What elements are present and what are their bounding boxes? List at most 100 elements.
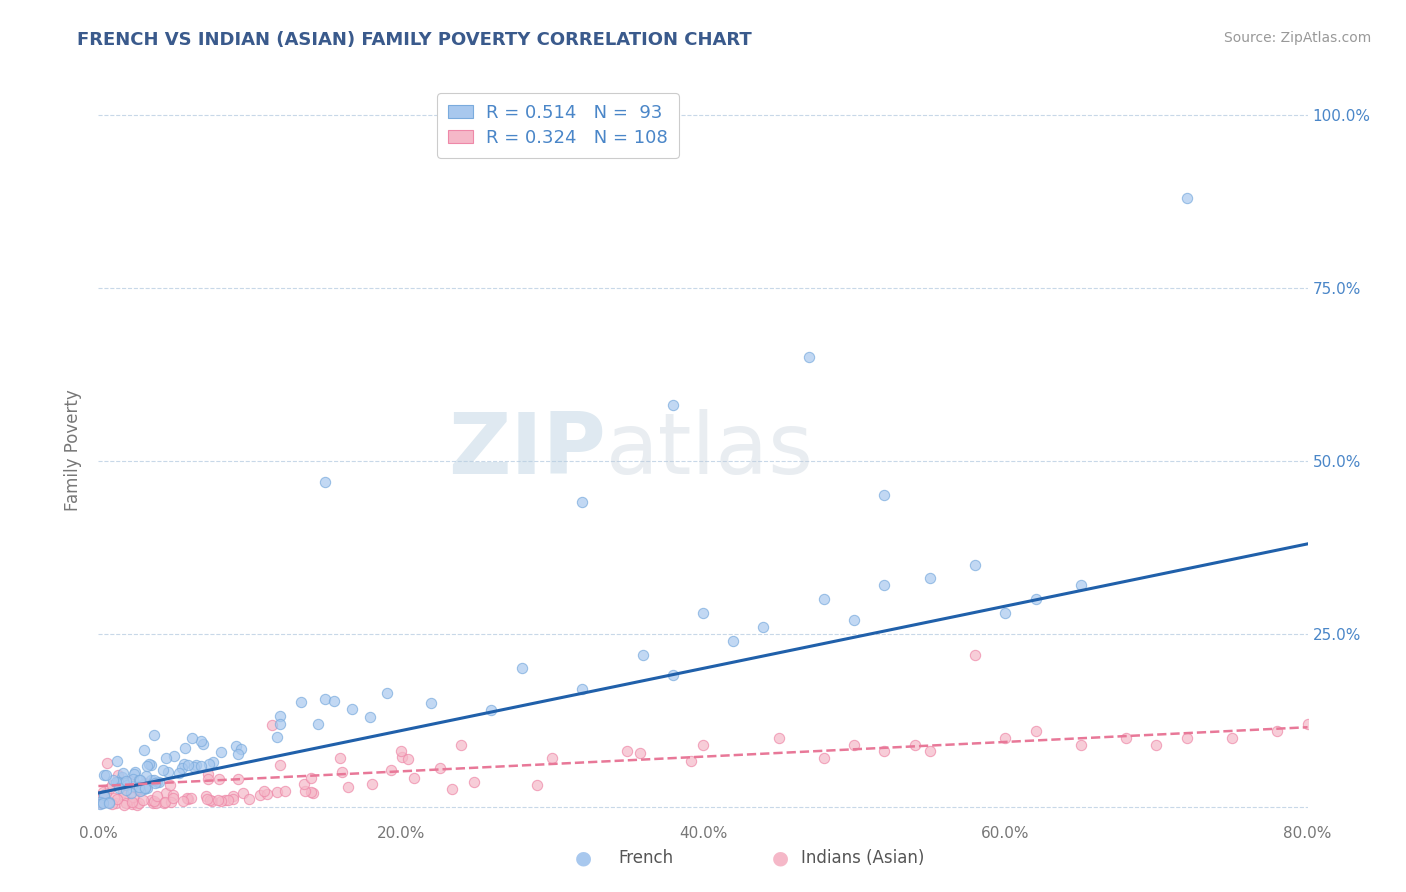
Point [200,793,222,807]
Point [94,786,117,800]
Point [90,790,112,805]
Point [844,613,866,627]
Point [1024,723,1046,738]
Point [132,782,155,797]
Point [679,754,702,768]
Point [89,795,111,809]
Text: Indians (Asian): Indians (Asian) [801,849,925,867]
Point [156,764,179,779]
Point [180,731,202,746]
Point [628,746,651,760]
Point [269,709,291,723]
Point [322,694,344,708]
Point [115,778,138,792]
Point [238,792,260,806]
Point [813,592,835,607]
Point [136,781,159,796]
Point [360,710,382,724]
Point [1267,723,1289,738]
Point [155,751,177,765]
Point [266,730,288,744]
Point [222,789,245,804]
Point [127,782,149,797]
Point [692,738,714,752]
Point [380,763,402,777]
Point [269,716,291,731]
Point [232,786,254,800]
Point [139,772,162,787]
Point [207,793,229,807]
Point [111,785,134,799]
Point [135,759,157,773]
Point [105,754,128,768]
Point [89,789,111,803]
Point [463,775,485,789]
Point [307,716,329,731]
Point [481,703,503,717]
Point [98,796,121,810]
Point [510,661,533,675]
Point [211,745,233,759]
Point [1115,731,1137,745]
Point [134,780,156,795]
Point [540,751,562,765]
Point [266,785,288,799]
Point [96,756,118,770]
Point [111,766,134,780]
Point [135,769,157,783]
Point [104,796,127,810]
Point [111,770,134,784]
Point [420,696,443,710]
Point [336,780,359,794]
Point [162,791,184,805]
Point [294,783,316,797]
Y-axis label: Family Poverty: Family Poverty [65,390,83,511]
Point [107,768,129,782]
Point [873,744,896,758]
Point [107,791,129,805]
Point [101,797,124,812]
Point [440,782,463,797]
Point [103,790,125,805]
Point [91,784,114,798]
Text: Source: ZipAtlas.com: Source: ZipAtlas.com [1223,31,1371,45]
Point [112,798,135,813]
Point [723,633,745,648]
Point [209,794,232,808]
Point [121,795,143,809]
Point [252,784,274,798]
Point [273,784,295,798]
Point [190,759,212,773]
Point [160,795,183,809]
Point [183,760,205,774]
Point [128,772,150,787]
Point [131,778,153,792]
Point [299,784,322,798]
Point [132,743,155,757]
Point [229,741,252,756]
Point [1175,731,1198,745]
Point [98,795,121,809]
Point [148,775,170,789]
Point [128,783,150,797]
Point [121,790,143,805]
Point [375,686,398,700]
Point [389,744,412,758]
Point [526,779,548,793]
Point [692,606,714,620]
Point [450,738,472,752]
Point [141,793,163,807]
Point [329,751,352,765]
Point [120,774,142,789]
Point [173,757,195,772]
Point [752,620,775,634]
Point [631,648,654,662]
Point [193,737,215,751]
Point [115,796,138,810]
Text: ZIP: ZIP [449,409,606,492]
Point [177,792,200,806]
Point [360,777,382,791]
Point [91,790,114,805]
Point [197,767,219,781]
Text: ●: ● [575,848,592,868]
